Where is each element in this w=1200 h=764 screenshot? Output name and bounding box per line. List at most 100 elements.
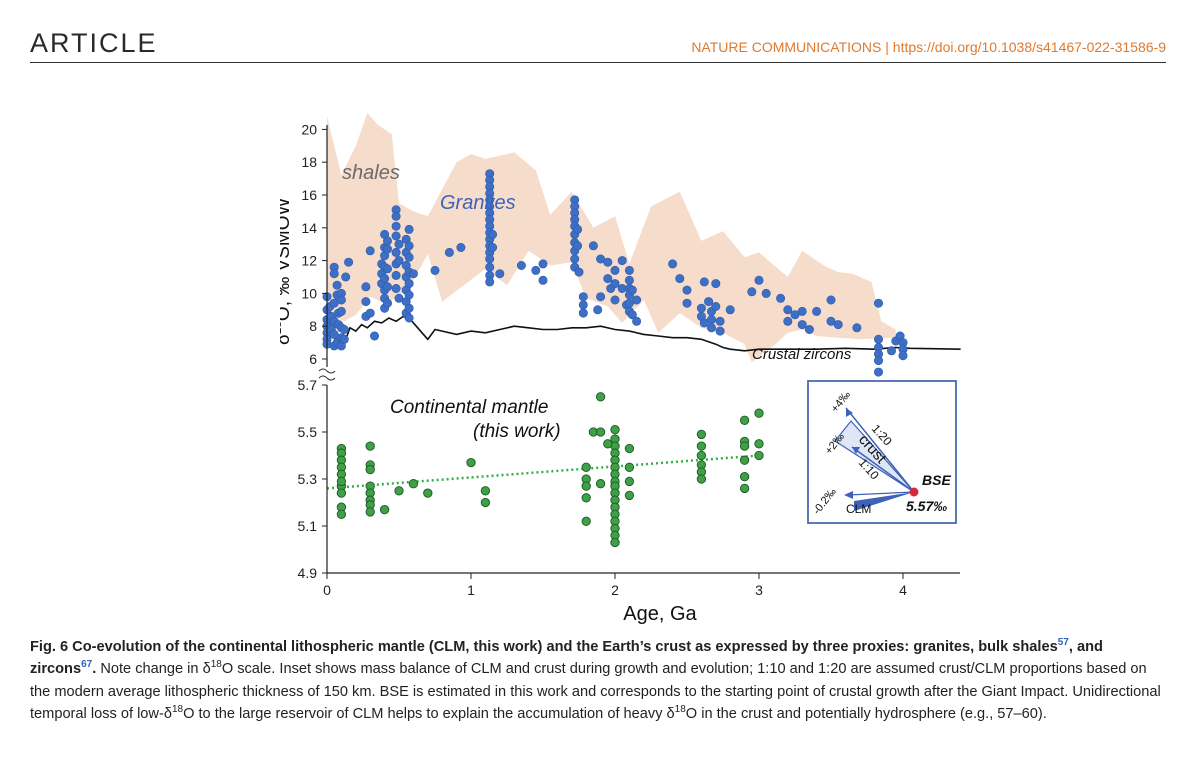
granite-point (812, 306, 822, 316)
granite-point (383, 264, 393, 274)
granite-point (632, 295, 642, 305)
zircon-curve (326, 315, 961, 352)
mantle-point (581, 462, 591, 472)
granite-point (833, 320, 843, 330)
mantle-point (610, 537, 620, 548)
figure-6: 20 18 16 14 12 10 8 6 5.7 5.5 5.3 5.1 4.9 0 1 2 3 4 Age, G… (280, 95, 1000, 625)
mantle-points (336, 392, 764, 548)
granite-point (797, 320, 807, 330)
granite-point (430, 265, 440, 275)
journal-name: NATURE COMMUNICATIONS (691, 39, 882, 55)
figure-caption: Fig. 6 Co-evolution of the continental l… (30, 636, 1170, 726)
granite-point (339, 334, 349, 344)
granite-point (404, 252, 414, 262)
doi-link[interactable]: https://doi.org/10.1038/s41467-022-31586… (892, 39, 1166, 55)
mantle-point (480, 486, 491, 496)
granite-point (391, 221, 401, 231)
mantle-title-line1: Continental mantle (390, 397, 548, 418)
granite-point (578, 308, 588, 318)
granite-point (404, 290, 414, 300)
mantle-point (603, 439, 613, 449)
granite-point (699, 277, 709, 287)
journal-reference[interactable]: NATURE COMMUNICATIONS | https://doi.org/… (691, 39, 1166, 55)
granite-point (627, 310, 637, 320)
mantle-point (610, 425, 620, 435)
arrow-minus02 (847, 491, 915, 496)
granite-point (361, 282, 371, 292)
mantle-point (739, 483, 750, 494)
inset-label-bse-value: 5.57‰ (906, 498, 947, 514)
granite-point (341, 272, 351, 282)
shales-band (327, 113, 896, 363)
granite-point (675, 274, 685, 284)
granite-point (873, 334, 883, 344)
granite-point (706, 315, 716, 325)
granite-point (578, 292, 588, 302)
mantle-point (336, 476, 347, 487)
x-tick-label: 4 (899, 582, 907, 598)
granite-point (593, 305, 603, 315)
mantle-title-line2: (this work) (473, 421, 561, 442)
granite-point (711, 302, 721, 312)
granite-point (761, 288, 771, 298)
granite-point (873, 356, 883, 366)
arrow-head-plus4 (846, 408, 853, 417)
mantle-point (365, 464, 375, 475)
granite-point (588, 241, 598, 251)
granite-point (383, 298, 393, 308)
granite-point (404, 241, 414, 251)
granite-point (711, 279, 721, 289)
upper-y-tick-label: 8 (309, 318, 317, 334)
granite-points (322, 169, 908, 377)
mantle-point (379, 504, 390, 515)
granite-point (391, 247, 401, 257)
granite-point (391, 284, 401, 294)
section-label: ARTICLE (30, 28, 158, 58)
x-tick-label: 3 (755, 582, 763, 598)
mantle-point (408, 479, 419, 489)
granite-point (704, 297, 714, 307)
mantle-point (423, 488, 433, 498)
citation-67[interactable]: 67 (81, 659, 93, 671)
granite-point (404, 279, 414, 289)
granite-point (696, 303, 706, 313)
granite-point (873, 367, 883, 377)
mantle-point (624, 462, 635, 472)
mantle-point (336, 488, 347, 498)
granite-point (488, 229, 498, 239)
granite-point (603, 274, 613, 284)
mantle-point (466, 457, 476, 468)
mantle-point (394, 486, 404, 496)
mantle-point (336, 509, 347, 519)
granite-point (404, 303, 414, 313)
granite-point (682, 298, 692, 308)
granite-point (485, 262, 495, 272)
mantle-trend-line (326, 454, 760, 490)
mantle-point (754, 450, 764, 461)
mantle-point (739, 455, 750, 465)
x-axis-title: Age, Ga (623, 603, 697, 625)
granite-point (336, 306, 346, 316)
granite-point (826, 295, 836, 305)
granite-point (725, 305, 735, 315)
granite-point (578, 300, 588, 310)
granite-point (747, 287, 757, 297)
bse-point (909, 487, 919, 497)
granite-point (754, 275, 764, 285)
y-axis-title-sup: 18 (280, 321, 284, 335)
granite-point (873, 298, 883, 308)
mantle-point (595, 479, 606, 489)
granite-point (682, 285, 692, 295)
citation-57[interactable]: 57 (1057, 637, 1069, 648)
arrow-head-minus02 (844, 491, 853, 499)
mantle-point (624, 476, 635, 487)
granite-point (344, 257, 354, 267)
mantle-point (739, 441, 750, 451)
caption-text: Note change in δ18O scale. Inset shows m… (30, 659, 1161, 723)
granite-point (596, 292, 606, 302)
granite-point (797, 306, 807, 316)
granite-point (603, 257, 613, 267)
arrow-plus2 (851, 446, 915, 493)
